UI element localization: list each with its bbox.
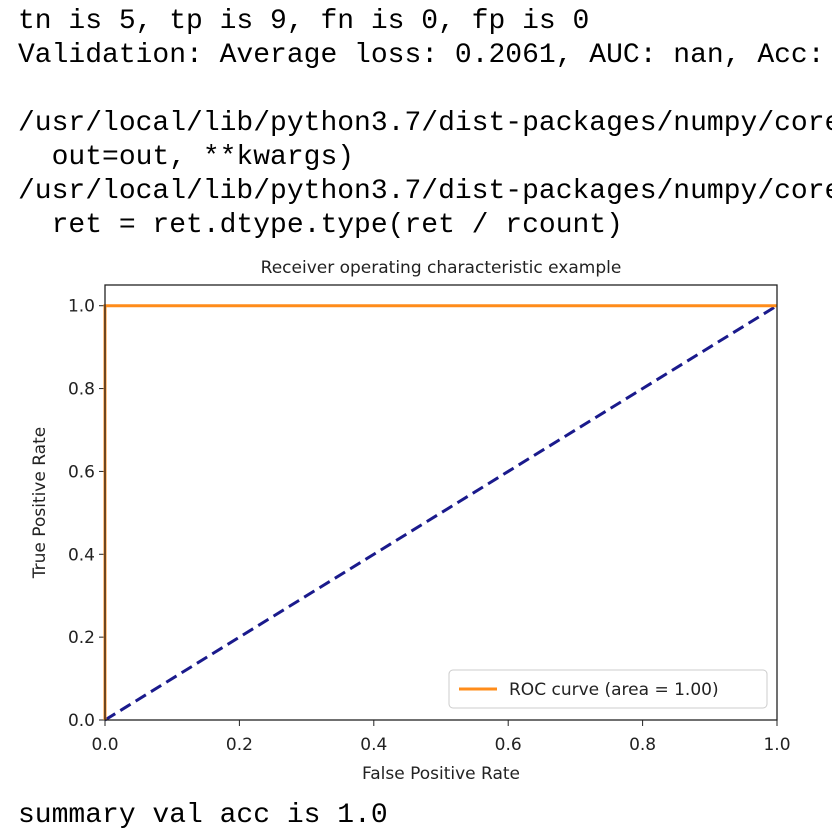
y-tick-label: 0.0	[68, 711, 95, 731]
x-tick-label: 0.8	[629, 735, 656, 755]
output-line: ret = ret.dtype.type(ret / rcount)	[18, 210, 623, 241]
legend-label: ROC curve (area = 1.00)	[509, 680, 719, 700]
plot-frame	[104, 284, 778, 721]
output-line: out=out, **kwargs)	[18, 142, 354, 173]
x-axis-label: False Positive Rate	[362, 764, 520, 784]
y-tick-label: 0.8	[68, 380, 95, 400]
y-tick-label: 1.0	[68, 297, 95, 317]
y-tick-label: 0.6	[68, 462, 95, 482]
chart-title: Receiver operating characteristic exampl…	[261, 258, 622, 278]
x-tick-label: 1.0	[763, 735, 790, 755]
output-line: /usr/local/lib/python3.7/dist-packages/n…	[18, 176, 832, 207]
x-tick-label: 0.0	[91, 735, 118, 755]
x-tick-label: 0.4	[360, 735, 387, 755]
output-line: /usr/local/lib/python3.7/dist-packages/n…	[18, 108, 832, 139]
output-line: summary val acc is 1.0	[18, 800, 388, 831]
y-tick-label: 0.2	[68, 628, 95, 648]
x-tick-label: 0.6	[495, 735, 522, 755]
reference-line	[104, 304, 778, 722]
y-tick-label: 0.4	[68, 545, 95, 565]
legend-box	[448, 669, 768, 709]
output-line: tn is 5, tp is 9, fn is 0, fp is 0	[18, 6, 589, 37]
y-axis-label: True Positive Rate	[30, 427, 50, 579]
output-line: Validation: Average loss: 0.2061, AUC: n…	[18, 40, 825, 71]
x-tick-label: 0.2	[226, 735, 253, 755]
